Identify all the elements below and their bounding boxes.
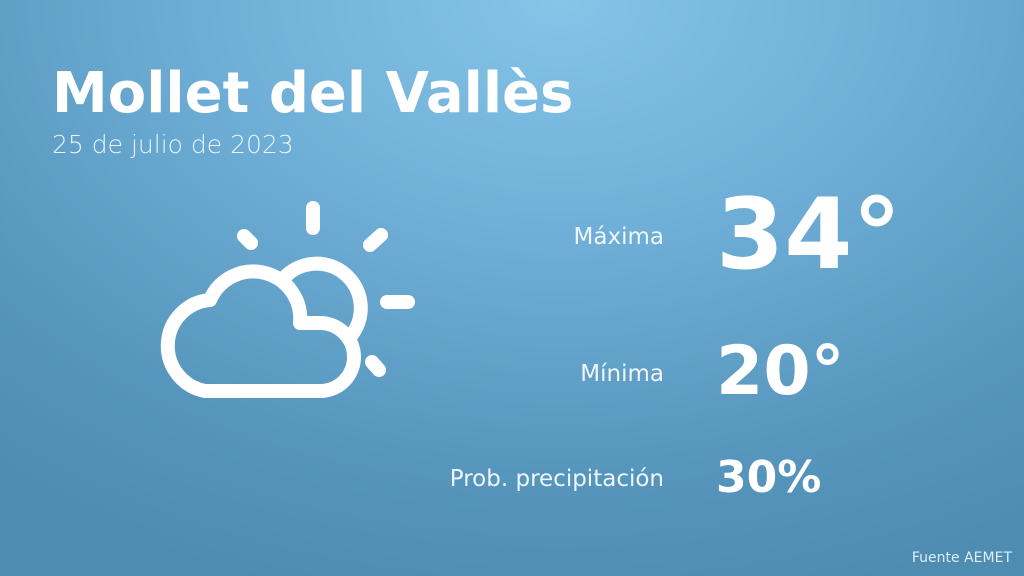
precip-label: Prob. precipitación	[449, 466, 664, 492]
forecast-date: 25 de julio de 2023	[52, 130, 294, 159]
source-credit: Fuente AEMET	[911, 550, 1012, 566]
max-label: Máxima	[573, 224, 664, 250]
max-value: 34°	[716, 178, 902, 292]
location-title: Mollet del Vallès	[52, 61, 574, 126]
min-value: 20°	[716, 332, 845, 411]
min-label: Mínima	[580, 361, 664, 387]
precip-value: 30%	[716, 452, 822, 503]
